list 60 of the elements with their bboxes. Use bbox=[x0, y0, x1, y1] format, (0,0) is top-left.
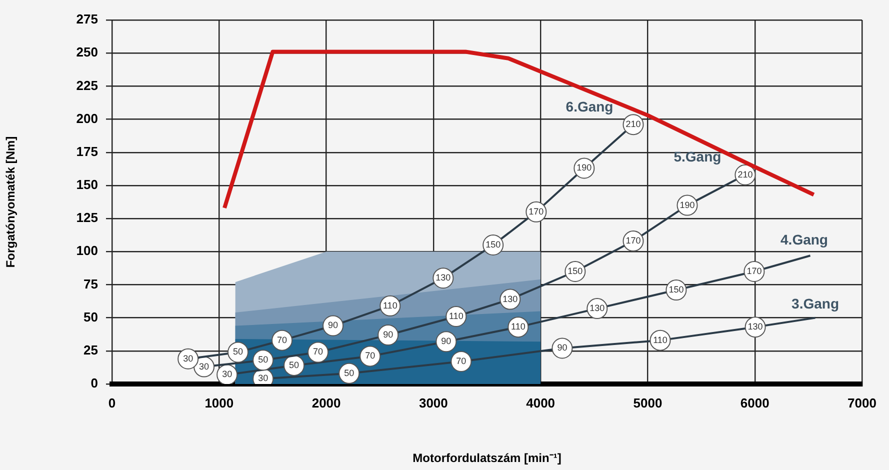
y-tick-label: 175 bbox=[76, 144, 98, 159]
annotation: 70 bbox=[313, 346, 324, 357]
annotation: 170 bbox=[626, 236, 641, 246]
annotation: 90 bbox=[557, 342, 568, 353]
annotation: 30 bbox=[183, 353, 194, 364]
y-tick-label: 150 bbox=[76, 177, 98, 192]
y-tick-label: 25 bbox=[84, 342, 98, 358]
annotation: 190 bbox=[576, 162, 592, 173]
annotation: 90 bbox=[328, 320, 338, 330]
annotation: 30 bbox=[258, 373, 268, 384]
series-label: 6.Gang bbox=[566, 98, 614, 114]
x-tick-label: 0 bbox=[108, 395, 116, 410]
y-tick-label: 200 bbox=[76, 110, 98, 126]
annotation: 50 bbox=[232, 346, 244, 357]
annotation: 170 bbox=[746, 266, 762, 276]
annotation: 130 bbox=[436, 272, 451, 283]
x-tick-label: 2000 bbox=[312, 395, 341, 410]
annotation: 50 bbox=[258, 354, 268, 365]
annotation: 130 bbox=[590, 303, 605, 314]
annotation: 150 bbox=[568, 266, 583, 276]
annotation: 90 bbox=[441, 336, 452, 346]
annotation: 110 bbox=[448, 310, 464, 321]
annotation: 110 bbox=[511, 322, 526, 332]
series-label: 5.Gang bbox=[674, 148, 722, 165]
x-tick-label: 6000 bbox=[740, 395, 770, 410]
x-tick-label: 3000 bbox=[418, 395, 448, 410]
y-axis-title: Forgatónyomaték [Nm] bbox=[4, 136, 18, 268]
annotation: 30 bbox=[199, 361, 210, 372]
annotation: 130 bbox=[502, 294, 518, 304]
y-tick-label: 50 bbox=[84, 309, 98, 324]
annotation: 90 bbox=[383, 330, 394, 340]
annotation: 50 bbox=[344, 368, 354, 378]
y-tick-label: 75 bbox=[84, 276, 98, 292]
annotation: 70 bbox=[277, 334, 288, 345]
annotation: 150 bbox=[486, 240, 501, 250]
series-label: 3.Gang bbox=[792, 296, 840, 312]
y-tick-label: 100 bbox=[76, 243, 98, 258]
annotation: 110 bbox=[653, 334, 668, 345]
annotation: 110 bbox=[382, 300, 398, 310]
y-tick-label: 0 bbox=[90, 376, 98, 391]
x-tick-label: 7000 bbox=[848, 395, 876, 410]
y-tick-label: 250 bbox=[76, 44, 98, 60]
annotation: 210 bbox=[738, 169, 753, 180]
annotation: 150 bbox=[668, 284, 684, 295]
y-tick-label: 225 bbox=[76, 78, 98, 93]
x-tick-label: 4000 bbox=[526, 395, 556, 410]
y-tick-label: 125 bbox=[76, 210, 98, 226]
series-label: 4.Gang bbox=[780, 231, 828, 248]
x-tick-label: 5000 bbox=[633, 395, 662, 410]
x-tick-label: 1000 bbox=[204, 395, 234, 410]
annotation: 70 bbox=[365, 350, 376, 361]
annotation: 130 bbox=[748, 322, 763, 332]
annotation: 210 bbox=[626, 119, 641, 130]
annotation: 30 bbox=[222, 369, 232, 380]
annotation: 50 bbox=[289, 360, 300, 370]
x-axis-title: Motorfordulatszám [min⁻¹] bbox=[412, 451, 562, 466]
annotation: 170 bbox=[528, 206, 544, 216]
annotation: 190 bbox=[680, 200, 695, 210]
y-tick-label: 275 bbox=[76, 12, 98, 27]
annotation: 70 bbox=[456, 356, 466, 366]
